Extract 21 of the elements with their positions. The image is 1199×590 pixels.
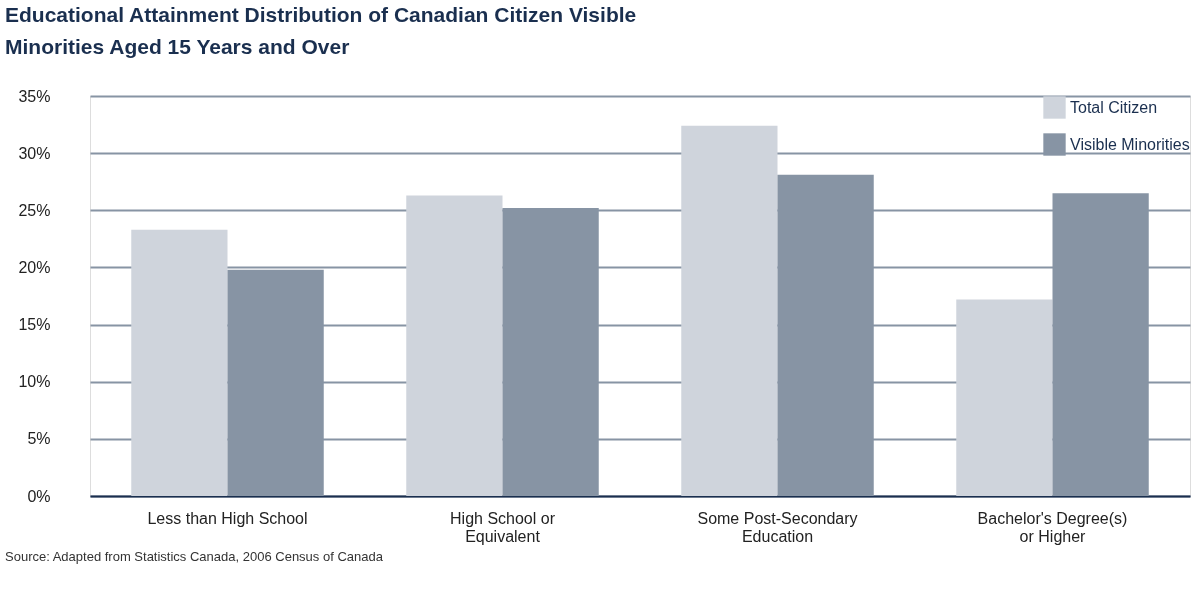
bar [681,125,778,496]
x-tick-label: Bachelor's Degree(s) or Higher [977,509,1128,545]
bar [406,195,503,496]
text: Educational Attainment Distribution of Canadian Citizen Visible [5,3,637,26]
x-tick-label: Less than High School [147,509,308,527]
y-tick-label: 30% [18,144,51,162]
y-tick-label: 10% [18,373,51,391]
bar [956,299,1053,496]
y-tick-label: 0% [27,487,51,505]
bar [131,229,228,496]
y-tick-label: 35% [18,87,51,105]
y-tick-label: 15% [18,316,51,334]
y-tick-label: 5% [27,430,51,448]
x-tick-label: Some Post-Secondary Education [697,509,858,545]
x-tick-label: High School or Equivalent [450,509,556,545]
y-tick-label: 25% [18,201,51,219]
legend-label: Visible Minorities [1070,135,1190,153]
legend-label: Total Citizen [1070,98,1158,116]
y-tick-label: 20% [18,258,51,276]
source-note: Source: Adapted from Statistics Canada, 2006 Census of Canada [5,549,384,564]
text: Minorities Aged 15 Years and Over [5,35,350,58]
